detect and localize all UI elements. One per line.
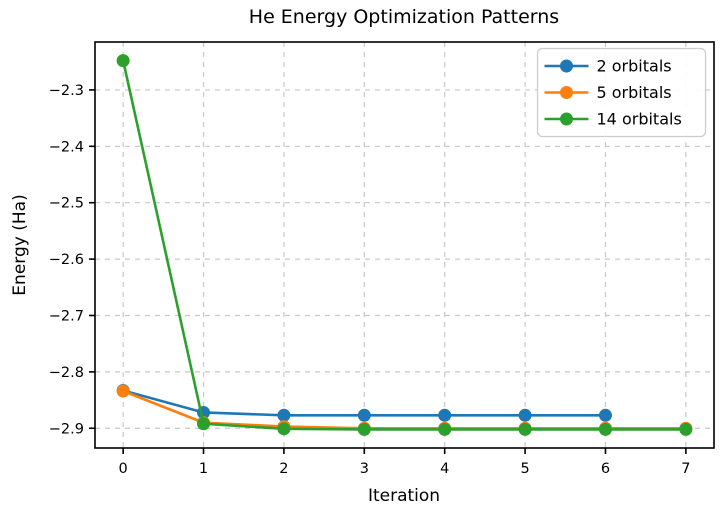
legend: 2 orbitals 5 orbitals 14 orbitals [536,47,707,138]
x-tick-label: 3 [360,461,369,477]
gridlines-layer [95,42,714,448]
legend-label: 14 orbitals [597,110,682,129]
y-tick-label: −2.6 [49,252,84,268]
y-tick-label: −2.5 [49,196,84,212]
data-point-2-orbitals [357,408,371,422]
data-point-2-orbitals [598,408,612,422]
data-point-14-orbitals [598,422,612,436]
x-tick-label: 0 [119,461,128,477]
series-line-14-orbitals [121,59,688,431]
plot-area-border [94,41,715,449]
chart-title: He Energy Optimization Patterns [249,6,559,28]
y-tick-label: −2.3 [49,83,84,99]
y-tick-label: −2.8 [49,365,84,381]
ticks-layer: 0 1 2 3 4 5 6 7 −2.3 −2.4 −2.5 −2.6 −2.7 −2.8 −2.9 [49,83,691,477]
data-point-14-orbitals [116,54,130,68]
y-tick-label: −2.7 [49,308,84,324]
data-point-14-orbitals [357,422,371,436]
legend-label: 2 orbitals [597,57,672,76]
data-point-5-orbitals [116,384,130,398]
data-point-2-orbitals [277,408,291,422]
legend-label: 5 orbitals [597,83,672,102]
x-tick-label: 4 [440,461,449,477]
data-point-14-orbitals [679,422,693,436]
y-tick-label: −2.9 [49,421,84,437]
data-point-14-orbitals [438,422,452,436]
legend-marker [560,86,573,99]
data-point-2-orbitals [518,408,532,422]
legend-box [536,47,707,138]
x-tick-label: 5 [520,461,529,477]
x-tick-label: 1 [199,461,208,477]
data-point-2-orbitals [438,408,452,422]
data-point-14-orbitals [518,422,532,436]
y-tick-label: −2.4 [49,139,84,155]
data-point-14-orbitals [197,417,211,431]
legend-marker [560,59,573,73]
x-axis-label: Iteration [368,486,440,506]
data-point-14-orbitals [277,422,291,436]
x-tick-label: 6 [601,461,610,477]
x-tick-label: 7 [681,461,690,477]
series-layer [116,54,693,436]
x-tick-label: 2 [279,461,288,477]
legend-marker [560,112,573,126]
y-axis-label: Energy (Ha) [10,194,30,295]
